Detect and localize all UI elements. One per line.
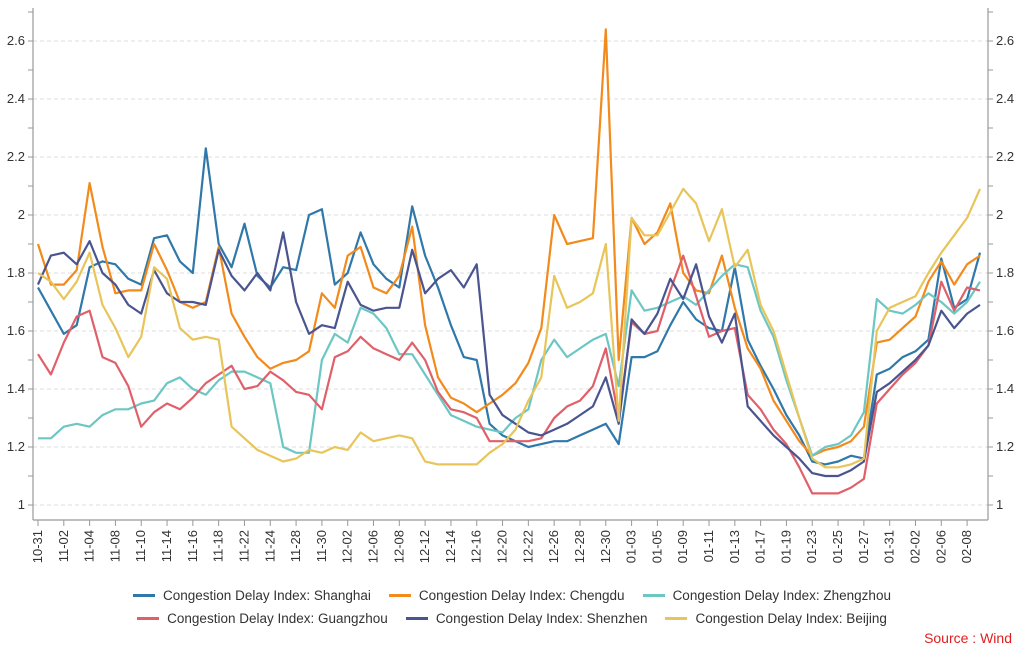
- x-tick-label: 01-23: [804, 530, 819, 563]
- x-tick-label: 12-22: [520, 530, 535, 563]
- series-line-shenzhen: [36, 231, 981, 478]
- y-tick-label-right: 2.2: [996, 149, 1014, 164]
- y-tick-label-right: 1.6: [996, 323, 1014, 338]
- legend-item-guangzhou[interactable]: Congestion Delay Index: Guangzhou: [137, 611, 388, 626]
- y-tick-label-right: 2: [996, 207, 1003, 222]
- legend-label: Congestion Delay Index: Guangzhou: [167, 611, 388, 626]
- legend-swatch: [388, 594, 411, 597]
- x-tick-label: 12-12: [417, 530, 432, 563]
- y-tick-label-left: 2.4: [7, 91, 25, 106]
- y-tick-label-right: 1: [996, 497, 1003, 512]
- x-tick-label: 02-02: [907, 530, 922, 563]
- x-tick-label: 01-11: [701, 530, 716, 562]
- y-tick-label-left: 1.4: [7, 381, 25, 396]
- y-tick-label-right: 2.6: [996, 33, 1014, 48]
- series-line-beijing: [37, 187, 982, 469]
- y-tick-label-left: 2.2: [7, 149, 25, 164]
- x-tick-label: 01-09: [675, 530, 690, 563]
- y-tick-label-right: 1.4: [996, 381, 1014, 396]
- series-line-guangzhou: [37, 254, 981, 495]
- x-tick-label: 01-25: [830, 530, 845, 563]
- x-tick-label: 12-14: [443, 530, 458, 563]
- x-tick-label: 01-17: [753, 530, 768, 563]
- x-tick-label: 11-18: [211, 530, 226, 562]
- legend-label: Congestion Delay Index: Shanghai: [163, 588, 371, 603]
- x-tick-label: 11-30: [314, 530, 329, 562]
- legend-label: Congestion Delay Index: Zhengzhou: [672, 588, 891, 603]
- y-tick-label-left: 2: [18, 207, 25, 222]
- x-tick-label: 11-08: [107, 530, 122, 562]
- x-tick-label: 12-26: [546, 530, 561, 563]
- x-tick-label: 10-31: [30, 530, 45, 563]
- x-tick-label: 11-16: [185, 530, 200, 562]
- x-tick-label: 02-08: [959, 530, 974, 563]
- legend-label: Congestion Delay Index: Shenzhen: [435, 611, 648, 626]
- legend-swatch: [137, 617, 160, 620]
- source-note: Source : Wind: [924, 630, 1012, 646]
- x-tick-label: 11-14: [159, 530, 174, 562]
- x-tick-label: 11-10: [133, 530, 148, 562]
- line-chart: 1 1 1.2 1.2 1.4 1.4 1.6 1.6 1.8 1.8 2 2 2.2 2.2 2.4 2.4…: [7, 8, 1014, 563]
- x-tick-label: 01-27: [856, 530, 871, 563]
- legend-item-beijing[interactable]: Congestion Delay Index: Beijing: [665, 611, 887, 626]
- y-tick-label-right: 1.8: [996, 265, 1014, 280]
- x-tick-label: 11-24: [262, 530, 277, 562]
- y-tick-label-right: 1.2: [996, 439, 1014, 454]
- x-tick-label: 12-16: [469, 530, 484, 563]
- x-tick-label: 11-28: [288, 530, 303, 562]
- x-tick-label: 12-30: [598, 530, 613, 563]
- x-tick-label: 11-02: [56, 530, 71, 562]
- legend-row: Congestion Delay Index: Guangzhou Conges…: [0, 607, 1024, 630]
- y-tick-label-left: 1.6: [7, 323, 25, 338]
- series-line-zhengzhou: [38, 263, 981, 457]
- legend-item-chengdu[interactable]: Congestion Delay Index: Chengdu: [388, 588, 625, 603]
- x-tick-label: 12-06: [366, 530, 381, 563]
- x-tick-label: 12-08: [391, 530, 406, 563]
- series-line-shanghai: [37, 147, 982, 466]
- legend-item-zhengzhou[interactable]: Congestion Delay Index: Zhengzhou: [642, 588, 891, 603]
- x-tick-label: 01-05: [649, 530, 664, 563]
- x-tick-label: 11-22: [236, 530, 251, 562]
- series-line-chengdu: [36, 28, 981, 457]
- x-tick-label: 01-03: [624, 530, 639, 563]
- x-tick-label: 12-20: [495, 530, 510, 563]
- legend-swatch: [133, 594, 156, 597]
- legend: Congestion Delay Index: Shanghai Congest…: [0, 584, 1024, 630]
- y-tick-label-left: 1: [18, 497, 25, 512]
- x-tick-label: 11-04: [82, 530, 97, 562]
- legend-label: Congestion Delay Index: Beijing: [695, 611, 887, 626]
- x-tick-label: 01-31: [882, 530, 897, 563]
- y-tick-label-left: 1.8: [7, 265, 25, 280]
- x-tick-label: 12-28: [572, 530, 587, 563]
- x-tick-label: 02-06: [933, 530, 948, 563]
- legend-swatch: [665, 617, 688, 620]
- legend-row: Congestion Delay Index: Shanghai Congest…: [0, 584, 1024, 607]
- x-tick-label: 12-02: [340, 530, 355, 563]
- x-tick-label: 01-13: [727, 530, 742, 563]
- legend-swatch: [642, 594, 665, 597]
- y-tick-label-left: 1.2: [7, 439, 25, 454]
- legend-item-shanghai[interactable]: Congestion Delay Index: Shanghai: [133, 588, 371, 603]
- x-tick-label: 01-19: [778, 530, 793, 563]
- y-tick-label-right: 2.4: [996, 91, 1014, 106]
- legend-item-shenzhen[interactable]: Congestion Delay Index: Shenzhen: [405, 611, 648, 626]
- y-tick-label-left: 2.6: [7, 33, 25, 48]
- legend-swatch: [405, 617, 428, 620]
- legend-label: Congestion Delay Index: Chengdu: [418, 588, 625, 603]
